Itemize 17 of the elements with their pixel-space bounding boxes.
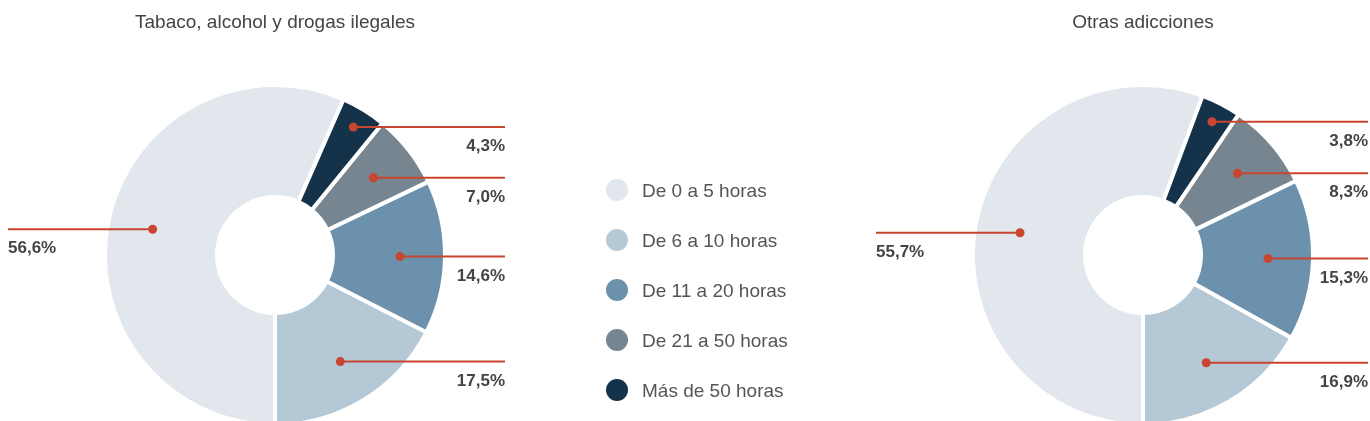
data-label: 7,0% (466, 186, 505, 206)
data-label: 16,9% (1319, 371, 1368, 391)
data-label: 14,6% (456, 265, 505, 285)
data-label: 17,5% (456, 370, 505, 390)
chart-title: Tabaco, alcohol y drogas ilegales (135, 11, 415, 32)
legend-label: Más de 50 horas (642, 380, 784, 401)
data-label: 8,3% (1329, 182, 1368, 202)
legend-label: De 11 a 20 horas (642, 280, 787, 301)
legend-label: De 21 a 50 horas (642, 330, 788, 351)
legend-label: De 6 a 10 horas (642, 230, 778, 251)
chart-title: Otras adicciones (1072, 11, 1214, 32)
data-label: 15,3% (1319, 267, 1368, 287)
data-label: 3,8% (1329, 130, 1368, 150)
data-label: 4,3% (466, 136, 505, 156)
legend-label: De 0 a 5 horas (642, 180, 767, 201)
data-label: 56,6% (8, 238, 57, 258)
data-label: 55,7% (876, 241, 925, 261)
